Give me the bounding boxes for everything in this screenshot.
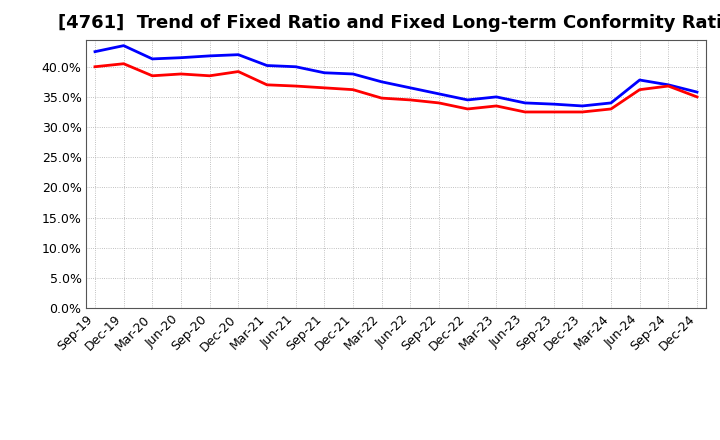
Fixed Long-term Conformity Ratio xyxy=(464,106,472,112)
Fixed Long-term Conformity Ratio xyxy=(377,95,386,101)
Fixed Ratio xyxy=(521,100,529,106)
Fixed Ratio xyxy=(635,77,644,83)
Fixed Long-term Conformity Ratio xyxy=(234,69,243,74)
Fixed Ratio xyxy=(607,100,616,106)
Fixed Ratio xyxy=(320,70,328,75)
Fixed Long-term Conformity Ratio xyxy=(205,73,214,78)
Fixed Ratio xyxy=(406,85,415,91)
Fixed Long-term Conformity Ratio xyxy=(492,103,500,109)
Title: [4761]  Trend of Fixed Ratio and Fixed Long-term Conformity Ratio: [4761] Trend of Fixed Ratio and Fixed Lo… xyxy=(58,15,720,33)
Fixed Ratio xyxy=(435,91,444,96)
Fixed Long-term Conformity Ratio xyxy=(348,87,357,92)
Fixed Ratio xyxy=(348,71,357,77)
Fixed Ratio xyxy=(148,56,157,62)
Fixed Long-term Conformity Ratio xyxy=(148,73,157,78)
Fixed Long-term Conformity Ratio xyxy=(435,100,444,106)
Fixed Long-term Conformity Ratio xyxy=(91,64,99,70)
Fixed Ratio xyxy=(205,53,214,59)
Fixed Long-term Conformity Ratio xyxy=(406,97,415,103)
Fixed Long-term Conformity Ratio xyxy=(120,61,128,66)
Fixed Long-term Conformity Ratio xyxy=(664,84,672,89)
Fixed Ratio xyxy=(120,43,128,48)
Fixed Ratio xyxy=(549,102,558,107)
Fixed Ratio xyxy=(263,63,271,68)
Fixed Ratio xyxy=(578,103,587,109)
Fixed Long-term Conformity Ratio xyxy=(521,109,529,114)
Fixed Ratio xyxy=(176,55,185,60)
Fixed Long-term Conformity Ratio xyxy=(635,87,644,92)
Fixed Long-term Conformity Ratio xyxy=(693,94,701,99)
Fixed Ratio xyxy=(292,64,300,70)
Fixed Ratio xyxy=(234,52,243,57)
Fixed Ratio xyxy=(492,94,500,99)
Fixed Ratio xyxy=(464,97,472,103)
Fixed Ratio xyxy=(664,82,672,88)
Fixed Ratio xyxy=(377,79,386,84)
Fixed Long-term Conformity Ratio xyxy=(292,84,300,89)
Line: Fixed Long-term Conformity Ratio: Fixed Long-term Conformity Ratio xyxy=(95,64,697,112)
Fixed Ratio xyxy=(91,49,99,54)
Fixed Ratio xyxy=(693,89,701,95)
Fixed Long-term Conformity Ratio xyxy=(549,109,558,114)
Fixed Long-term Conformity Ratio xyxy=(607,106,616,112)
Fixed Long-term Conformity Ratio xyxy=(578,109,587,114)
Fixed Long-term Conformity Ratio xyxy=(320,85,328,91)
Fixed Long-term Conformity Ratio xyxy=(263,82,271,88)
Line: Fixed Ratio: Fixed Ratio xyxy=(95,46,697,106)
Fixed Long-term Conformity Ratio xyxy=(176,71,185,77)
